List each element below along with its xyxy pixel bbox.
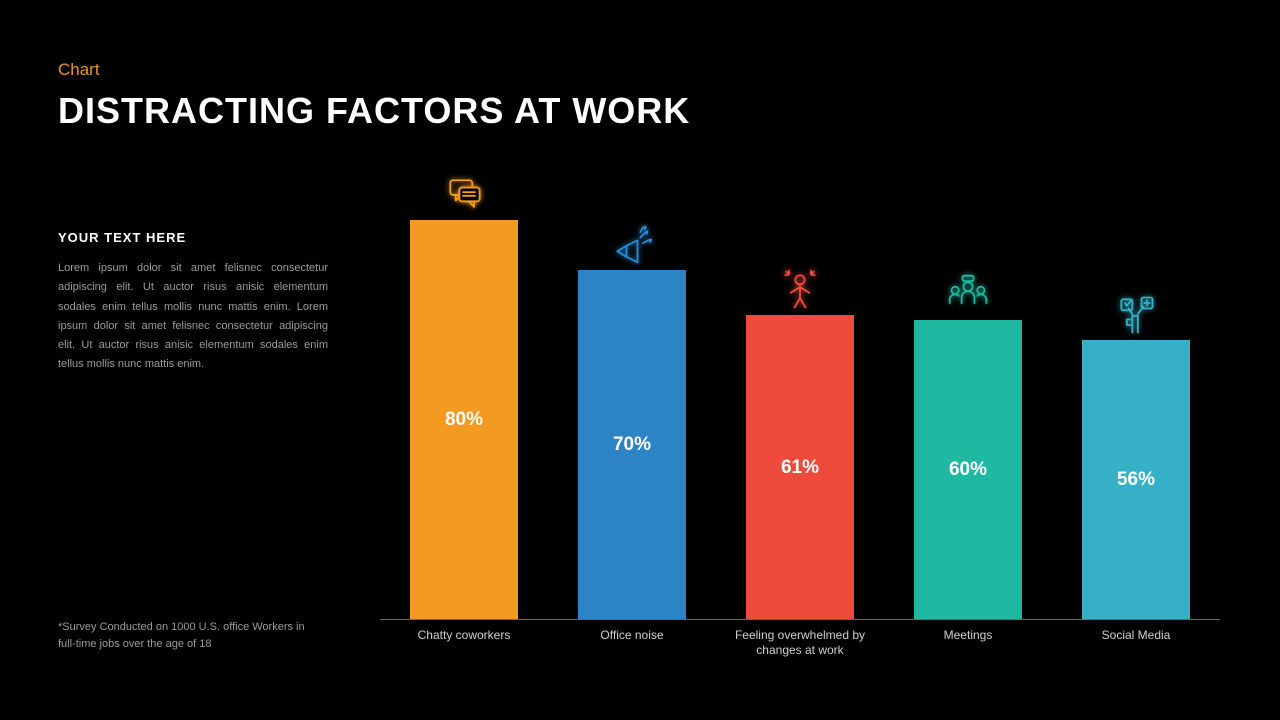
bar-rect: 60% [914, 320, 1022, 620]
social-icon [1114, 288, 1158, 336]
megaphone-icon [610, 218, 654, 266]
chat-icon [442, 168, 486, 216]
bar-value: 61% [781, 457, 819, 479]
bar-value: 80% [445, 409, 483, 431]
sidebar-body-text: Lorem ipsum dolor sit amet felisnec cons… [58, 259, 328, 375]
bar-label: Feeling overwhelmed by changes at work [720, 620, 880, 658]
bar-label: Meetings [888, 620, 1048, 643]
page-title: DISTRACTING FACTORS AT WORK [58, 90, 690, 132]
bar-label: Chatty coworkers [384, 620, 544, 643]
bar-value: 56% [1117, 469, 1155, 491]
bar-value: 70% [613, 434, 651, 456]
bar-column: 61% [720, 263, 880, 620]
bar-column: 70% [552, 218, 712, 620]
bar-column: 56% [1056, 288, 1216, 620]
sidebar-heading: YOUR TEXT HERE [58, 230, 328, 245]
bar-column: 60% [888, 268, 1048, 620]
bar-rect: 61% [746, 315, 854, 620]
chart-category-label: Chart [58, 60, 100, 80]
footnote-text: *Survey Conducted on 1000 U.S. office Wo… [58, 619, 318, 652]
bar-labels-row: Chatty coworkers Office noise Feeling over… [380, 620, 1220, 660]
bar-column: 80% [384, 168, 544, 620]
bar-rect: 56% [1082, 340, 1190, 620]
bar-label: Social Media [1056, 620, 1216, 643]
sidebar-text-block: YOUR TEXT HERE Lorem ipsum dolor sit ame… [58, 230, 328, 375]
bar-rect: 70% [578, 270, 686, 620]
bar-rect: 80% [410, 220, 518, 620]
bar-row: 80% 70% 61% 60% [380, 160, 1220, 620]
stressed-icon [778, 263, 822, 311]
bar-label: Office noise [552, 620, 712, 643]
meeting-icon [946, 268, 990, 316]
bar-value: 60% [949, 459, 987, 481]
bar-chart: 80% 70% 61% 60% [380, 160, 1220, 660]
